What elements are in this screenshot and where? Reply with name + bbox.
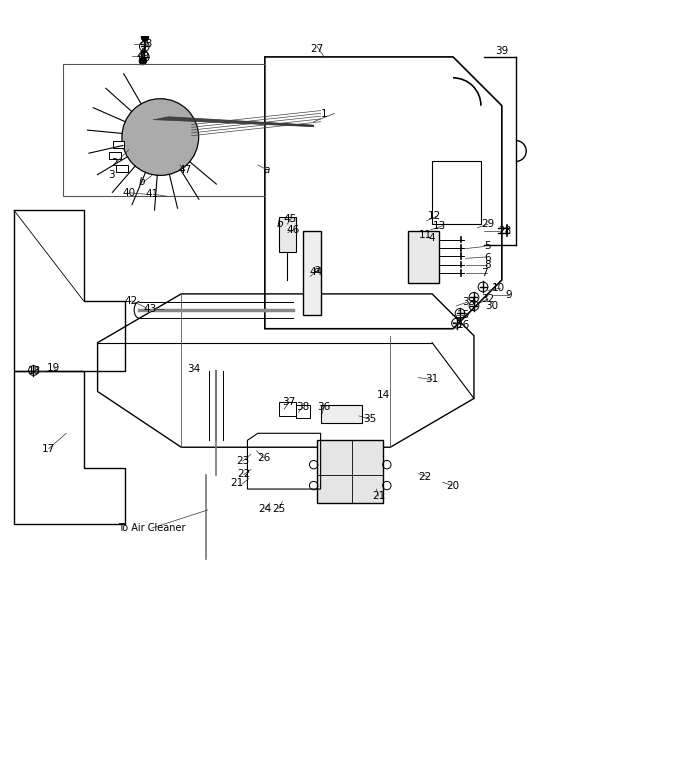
Text: 27: 27	[310, 44, 324, 54]
Bar	[279, 402, 296, 416]
Text: 23: 23	[236, 456, 250, 466]
Bar	[113, 141, 124, 148]
Text: 39: 39	[495, 46, 509, 56]
Text: 28: 28	[498, 226, 512, 236]
Text: 47: 47	[178, 165, 192, 175]
Text: 18: 18	[28, 365, 42, 375]
Text: b: b	[277, 219, 284, 229]
Text: 44: 44	[309, 267, 323, 277]
Text: 24: 24	[258, 504, 272, 514]
Bar	[432, 161, 481, 225]
Bar	[317, 441, 383, 503]
Text: 33: 33	[461, 298, 475, 308]
Text: 21: 21	[230, 478, 244, 488]
Text: 21: 21	[372, 491, 385, 501]
Bar	[321, 405, 362, 423]
Text: 19: 19	[47, 363, 61, 373]
Text: 14: 14	[376, 390, 390, 400]
Text: 46: 46	[286, 225, 300, 235]
Text: 29: 29	[481, 219, 495, 229]
Text: 42: 42	[124, 296, 138, 306]
Text: 32: 32	[481, 294, 495, 304]
Text: 6: 6	[484, 253, 491, 263]
Circle shape	[139, 58, 146, 65]
Bar	[303, 231, 321, 315]
Text: 17: 17	[42, 444, 56, 454]
Text: 7: 7	[481, 268, 488, 278]
Text: To Air Cleaner: To Air Cleaner	[118, 523, 185, 533]
Text: 30: 30	[485, 301, 498, 311]
Bar	[279, 217, 296, 252]
Text: 22: 22	[237, 469, 251, 479]
Text: 12: 12	[427, 211, 441, 221]
Bar	[109, 152, 121, 159]
Text: 36: 36	[317, 402, 331, 412]
Text: 37: 37	[282, 397, 296, 407]
Text: 2: 2	[112, 158, 118, 168]
Text: a: a	[314, 265, 321, 275]
Text: 26: 26	[256, 453, 270, 463]
Text: 48: 48	[139, 39, 153, 49]
Text: 35: 35	[362, 414, 376, 424]
Text: 15: 15	[457, 310, 470, 320]
Text: 40: 40	[123, 188, 135, 198]
Text: 34: 34	[187, 365, 201, 375]
Text: 22: 22	[418, 471, 432, 481]
Text: 5: 5	[484, 241, 491, 251]
Text: 1: 1	[321, 109, 328, 119]
Text: 13: 13	[432, 221, 446, 231]
Text: 20: 20	[447, 481, 459, 491]
Text: 45: 45	[283, 214, 297, 224]
Text: 41: 41	[145, 189, 159, 199]
Bar	[296, 405, 310, 418]
Text: 49: 49	[136, 51, 150, 61]
Text: 10: 10	[492, 283, 505, 293]
Text: 8: 8	[484, 261, 491, 271]
Text: 25: 25	[272, 504, 286, 514]
Circle shape	[141, 34, 148, 41]
Text: 11: 11	[418, 230, 432, 240]
Bar	[116, 165, 128, 172]
Text: 16: 16	[457, 320, 470, 330]
Text: a: a	[263, 165, 270, 175]
Text: 9: 9	[505, 290, 512, 300]
Bar	[408, 231, 439, 284]
Text: 38: 38	[296, 402, 309, 412]
Circle shape	[122, 98, 199, 175]
Text: b: b	[138, 178, 145, 188]
Text: 4: 4	[429, 233, 436, 243]
Text: 3: 3	[108, 171, 115, 181]
Text: 43: 43	[143, 305, 157, 315]
Text: 31: 31	[425, 374, 439, 384]
